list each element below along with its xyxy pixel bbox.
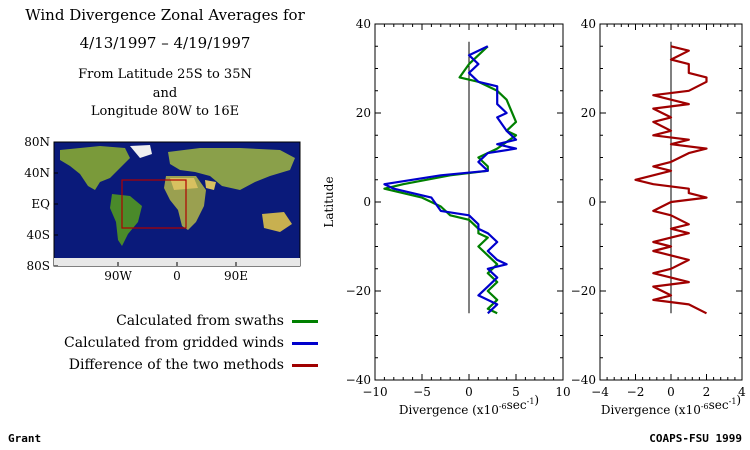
australia-shape — [262, 212, 292, 232]
chart-1: −10 −5 0 5 10 −40 −20 0 20 40 Divergence (x10-6sec… — [322, 17, 571, 417]
y-tick-label: −40 — [346, 373, 371, 387]
footer-author: Grant — [8, 432, 42, 445]
legend-swatch-swaths — [292, 319, 318, 323]
y-tick-label: 40 — [356, 17, 371, 31]
map-lon-label: 90E — [224, 269, 248, 280]
north-america-shape — [60, 146, 130, 190]
x-tick-label: 4 — [738, 385, 746, 399]
y-tick-label: −20 — [346, 284, 371, 298]
south-america-shape — [110, 194, 142, 246]
y-axis-label: Latitude — [322, 176, 336, 227]
series-line — [383, 45, 518, 315]
x-tick-label: 10 — [555, 385, 570, 399]
world-map: 80N 40N EQ 40S 80S 90W 0 90E — [24, 135, 301, 280]
subtitle-latitude-range: From Latitude 25S to 35N — [78, 67, 252, 82]
map-axis: 80N 40N EQ 40S 80S 90W 0 90E — [24, 135, 248, 280]
title-line-1: Wind Divergence Zonal Averages for — [25, 6, 305, 24]
map-lon-label: 90W — [104, 269, 132, 280]
legend-item-gridded: Calculated from gridded winds — [64, 332, 318, 354]
y-tick-label: −20 — [571, 284, 596, 298]
x-tick-label: −10 — [362, 385, 387, 399]
x-axis-label: Divergence (x10-6sec-1) — [399, 393, 539, 417]
footer-credit: COAPS-FSU 1999 — [649, 432, 742, 445]
y-tick-label: 0 — [588, 195, 596, 209]
y-tick-label: −40 — [571, 373, 596, 387]
legend-item-swaths: Calculated from swaths — [116, 310, 318, 332]
x-tick-label: −5 — [413, 385, 431, 399]
series-line — [634, 45, 708, 315]
y-tick-label: 40 — [581, 17, 596, 31]
desert-shape — [170, 178, 198, 190]
map-lat-label: 80S — [27, 259, 51, 273]
legend-swatch-difference — [292, 363, 318, 367]
title-line-2: 4/13/1997 – 4/19/1997 — [79, 34, 251, 52]
subtitle-and: and — [152, 86, 178, 101]
map-lat-label: EQ — [31, 197, 50, 211]
region-box — [121, 179, 187, 229]
legend-item-difference: Difference of the two methods — [69, 354, 318, 376]
legend-swatch-gridded — [292, 341, 318, 345]
legend-label-swaths: Calculated from swaths — [116, 313, 284, 329]
greenland-shape — [130, 145, 152, 158]
x-tick-label: 2 — [703, 385, 711, 399]
x-tick-label: 0 — [465, 385, 473, 399]
arabia-shape — [205, 180, 216, 190]
x-tick-label: 0 — [667, 385, 675, 399]
legend-label-gridded: Calculated from gridded winds — [64, 335, 284, 351]
y-tick-label: 20 — [581, 106, 596, 120]
x-axis-label: Divergence (x10-6sec-1) — [601, 393, 741, 417]
x-tick-label: −2 — [627, 385, 645, 399]
map-lat-label: 40N — [24, 166, 50, 180]
legend-label-difference: Difference of the two methods — [68, 357, 284, 373]
map-lon-label: 0 — [173, 269, 181, 280]
y-tick-label: 0 — [363, 195, 371, 209]
subtitle-longitude-range: Longitude 80W to 16E — [90, 104, 240, 119]
x-tick-label: −4 — [591, 385, 609, 399]
x-tick-label: 5 — [512, 385, 520, 399]
map-lat-label: 80N — [24, 135, 50, 149]
map-lat-label: 40S — [27, 228, 51, 242]
y-tick-label: 20 — [356, 106, 371, 120]
europe-asia-shape — [168, 148, 295, 190]
